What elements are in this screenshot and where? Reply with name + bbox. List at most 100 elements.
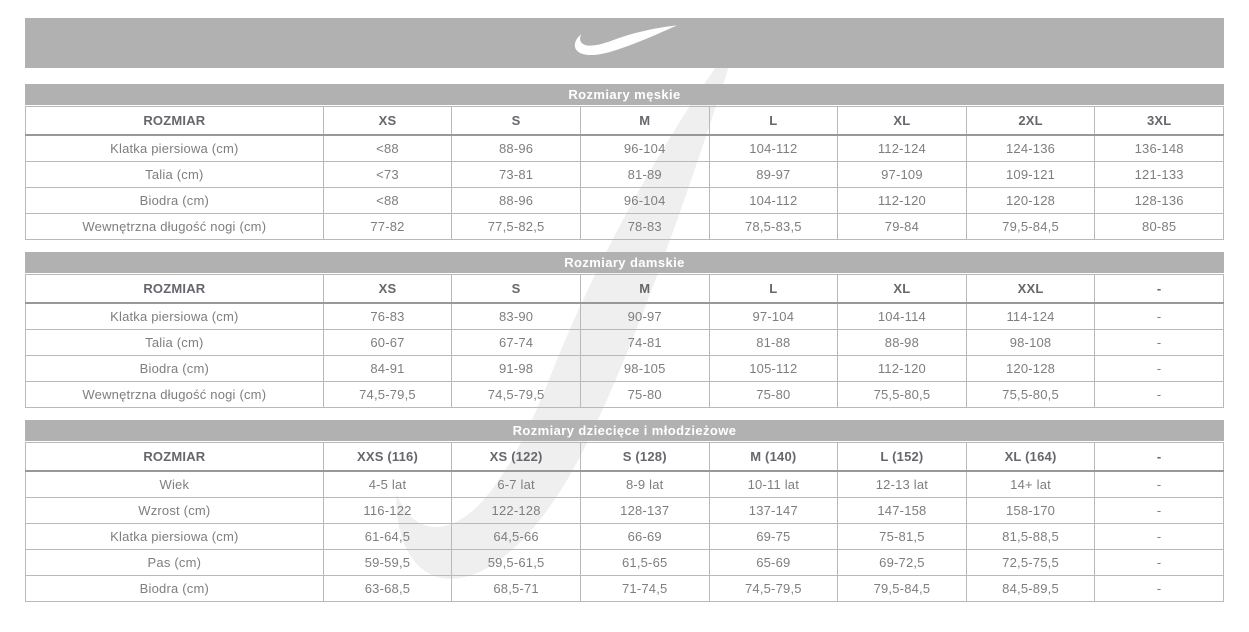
size-value-cell: 114-124	[965, 302, 1096, 330]
size-value-cell: 90-97	[579, 302, 710, 330]
size-column-header: S	[451, 274, 581, 304]
size-value-cell: 84,5-89,5	[965, 575, 1096, 602]
size-value-cell: 69-75	[708, 523, 839, 550]
size-column-header: 2XL	[965, 106, 1096, 136]
size-value-cell: 158-170	[965, 497, 1096, 524]
size-value-cell: 80-85	[1094, 213, 1224, 240]
measurement-label: Klatka piersiowa (cm)	[25, 523, 324, 550]
section-men-sizes: Rozmiary męskie ROZMIAR XS S M L XL 2XL 3XL Klat…	[25, 84, 1224, 240]
men-table: ROZMIAR XS S M L XL 2XL 3XL Klatka piersiowa (cm…	[25, 106, 1224, 240]
women-table: ROZMIAR XS S M L XL XXL - Klatka piersiowa (cm) 7…	[25, 274, 1224, 408]
size-value-cell: 61-64,5	[322, 523, 453, 550]
section-kids-sizes: Rozmiary dziecięce i młodzieżowe ROZMIAR…	[25, 420, 1224, 602]
size-value-cell: 10-11 lat	[708, 470, 839, 498]
size-value-cell: 64,5-66	[451, 523, 581, 550]
size-column-header: -	[1094, 442, 1224, 472]
measurement-label: Wzrost (cm)	[25, 497, 324, 524]
rozmiar-column-header: ROZMIAR	[25, 106, 324, 136]
size-tables: Rozmiary męskie ROZMIAR XS S M L XL 2XL 3XL Klat…	[25, 84, 1224, 614]
size-column-header: XL	[837, 106, 967, 136]
table-row: Talia (cm) 60-67 67-74 74-81 81-88 88-98 98-10…	[25, 329, 1224, 356]
size-value-cell: 120-128	[965, 355, 1096, 382]
table-row: Wewnętrzna długość nogi (cm) 74,5-79,5 74,…	[25, 381, 1224, 408]
size-value-cell: <73	[322, 161, 453, 188]
size-value-cell: 73-81	[451, 161, 581, 188]
size-value-cell: <88	[322, 187, 453, 214]
size-value-cell: 97-104	[708, 302, 839, 330]
table-row: Klatka piersiowa (cm) 61-64,5 64,5-66 66-69…	[25, 523, 1224, 550]
size-value-cell: 96-104	[579, 134, 710, 162]
size-value-cell: 8-9 lat	[579, 470, 710, 498]
size-value-cell: 122-128	[451, 497, 581, 524]
size-value-cell: 75,5-80,5	[965, 381, 1096, 408]
measurement-label: Pas (cm)	[25, 549, 324, 576]
table-row: Pas (cm) 59-59,5 59,5-61,5 61,5-65 65-69 69-7…	[25, 549, 1224, 576]
table-row: Wiek 4-5 lat 6-7 lat 8-9 lat 10-11 lat 12-13 …	[25, 470, 1224, 498]
size-value-cell: -	[1094, 329, 1224, 356]
measurement-label: Biodra (cm)	[25, 575, 324, 602]
section-title-women: Rozmiary damskie	[25, 252, 1224, 273]
size-value-cell: 63-68,5	[322, 575, 453, 602]
size-value-cell: 68,5-71	[451, 575, 581, 602]
size-column-header: S (128)	[579, 442, 710, 472]
measurement-label: Wewnętrzna długość nogi (cm)	[25, 213, 324, 240]
header-row: ROZMIAR XS S M L XL 2XL 3XL	[25, 106, 1224, 136]
section-women-sizes: Rozmiary damskie ROZMIAR XS S M L XL XXL - Klatk…	[25, 252, 1224, 408]
size-column-header: M	[579, 274, 710, 304]
size-value-cell: -	[1094, 355, 1224, 382]
size-value-cell: 4-5 lat	[322, 470, 453, 498]
size-value-cell: 79,5-84,5	[837, 575, 967, 602]
size-value-cell: 137-147	[708, 497, 839, 524]
size-value-cell: 74,5-79,5	[451, 381, 581, 408]
rozmiar-column-header: ROZMIAR	[25, 442, 324, 472]
size-value-cell: -	[1094, 497, 1224, 524]
size-value-cell: 72,5-75,5	[965, 549, 1096, 576]
size-value-cell: 74-81	[579, 329, 710, 356]
measurement-label: Wewnętrzna długość nogi (cm)	[25, 381, 324, 408]
measurement-label: Wiek	[25, 470, 324, 498]
size-value-cell: 14+ lat	[965, 470, 1096, 498]
size-value-cell: 69-72,5	[837, 549, 967, 576]
size-value-cell: 97-109	[837, 161, 967, 188]
size-value-cell: 75,5-80,5	[837, 381, 967, 408]
size-column-header: L (152)	[837, 442, 967, 472]
size-value-cell: 59,5-61,5	[451, 549, 581, 576]
size-column-header: XS	[322, 274, 453, 304]
table-row: Klatka piersiowa (cm) 76-83 83-90 90-97 97-1…	[25, 302, 1224, 330]
table-row: Biodra (cm) <88 88-96 96-104 104-112 112-120 1…	[25, 187, 1224, 214]
size-value-cell: 74,5-79,5	[322, 381, 453, 408]
size-value-cell: 77,5-82,5	[451, 213, 581, 240]
size-value-cell: 112-120	[837, 355, 967, 382]
table-row: Wzrost (cm) 116-122 122-128 128-137 137-147 1…	[25, 497, 1224, 524]
size-value-cell: 84-91	[322, 355, 453, 382]
size-value-cell: 59-59,5	[322, 549, 453, 576]
size-value-cell: 60-67	[322, 329, 453, 356]
size-value-cell: 88-98	[837, 329, 967, 356]
measurement-label: Talia (cm)	[25, 161, 324, 188]
nike-swoosh-icon	[574, 25, 677, 56]
table-row: Klatka piersiowa (cm) <88 88-96 96-104 104-1…	[25, 134, 1224, 162]
size-column-header: S	[451, 106, 581, 136]
size-value-cell: 76-83	[322, 302, 453, 330]
size-value-cell: 104-112	[708, 187, 839, 214]
size-value-cell: 104-114	[837, 302, 967, 330]
size-value-cell: 81-89	[579, 161, 710, 188]
size-value-cell: 78,5-83,5	[708, 213, 839, 240]
nike-banner	[25, 18, 1224, 68]
rozmiar-column-header: ROZMIAR	[25, 274, 324, 304]
table-row: Biodra (cm) 84-91 91-98 98-105 105-112 112-12…	[25, 355, 1224, 382]
size-value-cell: 66-69	[579, 523, 710, 550]
size-value-cell: -	[1094, 575, 1224, 602]
size-value-cell: 128-136	[1094, 187, 1224, 214]
size-value-cell: 121-133	[1094, 161, 1224, 188]
size-value-cell: -	[1094, 381, 1224, 408]
size-column-header: L	[708, 106, 839, 136]
women-size-table: ROZMIAR XS S M L XL XXL - Klatka piersiowa (cm) 7…	[25, 274, 1224, 408]
size-value-cell: 98-108	[965, 329, 1096, 356]
size-value-cell: 67-74	[451, 329, 581, 356]
size-column-header: XXL	[965, 274, 1096, 304]
size-value-cell: <88	[322, 134, 453, 162]
size-value-cell: 109-121	[965, 161, 1096, 188]
size-value-cell: 79,5-84,5	[965, 213, 1096, 240]
